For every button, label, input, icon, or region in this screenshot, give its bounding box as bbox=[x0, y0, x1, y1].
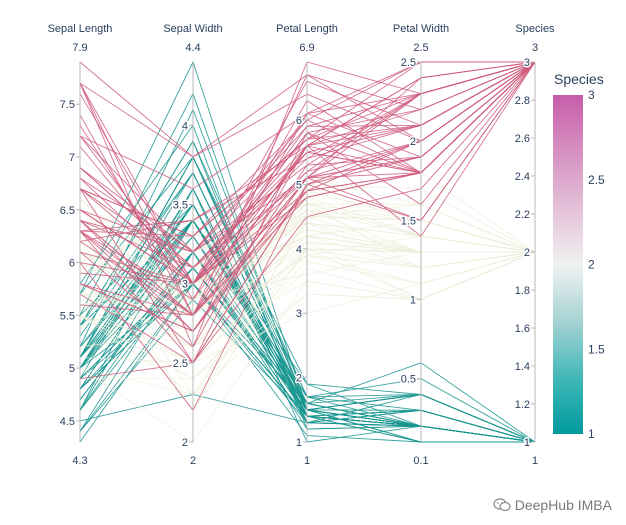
axis-tick-label: 6 bbox=[69, 258, 75, 270]
axis-max-label-sepal-width: 4.4 bbox=[185, 42, 200, 54]
axis-tick-label: 3.5 bbox=[173, 200, 188, 212]
axis-tick-label: 2 bbox=[410, 136, 416, 148]
axis-tick-label: 5 bbox=[296, 179, 302, 191]
axis-tick-label: 1 bbox=[410, 295, 416, 307]
axis-tick-label: 1.5 bbox=[401, 215, 416, 227]
colorbar-tick-label: 1.5 bbox=[588, 342, 605, 356]
axis-tick-label: 4 bbox=[182, 120, 188, 132]
axis-tick-label: 1.8 bbox=[515, 285, 530, 297]
axis-tick-label: 3 bbox=[182, 279, 188, 291]
axis-title-petal-length: Petal Length bbox=[276, 23, 338, 35]
axis-max-label-sepal-length: 7.9 bbox=[72, 42, 87, 54]
axis-tick-label: 2.5 bbox=[173, 358, 188, 370]
axis-tick-label: 5.5 bbox=[60, 310, 75, 322]
axis-min-label-petal-length: 1 bbox=[304, 455, 310, 467]
colorbar-tick-label: 2 bbox=[588, 258, 595, 272]
axis-max-label-petal-length: 6.9 bbox=[299, 42, 314, 54]
axis-tick-label: 1.6 bbox=[515, 323, 530, 335]
axis-tick-label: 4 bbox=[296, 244, 302, 256]
axis-tick-label: 2 bbox=[182, 437, 188, 449]
axis-tick-label: 2.4 bbox=[515, 171, 530, 183]
axis-tick-label: 2.5 bbox=[401, 57, 416, 69]
axis-tick-label: 5 bbox=[69, 363, 75, 375]
axis-tick-label: 2.2 bbox=[515, 209, 530, 221]
axis-min-label-sepal-length: 4.3 bbox=[72, 455, 87, 467]
axis-tick-label: 1 bbox=[524, 437, 530, 449]
axis-title-petal-width: Petal Width bbox=[393, 23, 449, 35]
axis-title-sepal-width: Sepal Width bbox=[163, 23, 222, 35]
colorbar-tick-label: 3 bbox=[588, 88, 595, 102]
axis-tick-label: 7.5 bbox=[60, 99, 75, 111]
axis-tick-label: 6.5 bbox=[60, 205, 75, 217]
axis-tick-label: 7 bbox=[69, 152, 75, 164]
axis-tick-label: 2 bbox=[524, 247, 530, 259]
colorbar-gradient bbox=[553, 95, 583, 434]
watermark: DeepHub IMBA bbox=[493, 497, 612, 513]
axis-max-label-species: 3 bbox=[532, 42, 538, 54]
wechat-icon bbox=[493, 498, 511, 512]
axis-min-label-petal-width: 0.1 bbox=[413, 455, 428, 467]
axis-max-label-petal-width: 2.5 bbox=[413, 42, 428, 54]
colorbar-tick-label: 1 bbox=[588, 427, 595, 441]
axis-title-species: Species bbox=[515, 23, 555, 35]
axis-title-sepal-length: Sepal Length bbox=[48, 23, 113, 35]
colorbar-tick-label: 2.5 bbox=[588, 173, 605, 187]
axes-layer: Sepal Length 7.9 4.3 4.5 5 5.5 6 6.5 7 7.5 Sepal W… bbox=[48, 23, 555, 467]
axis-min-label-species: 1 bbox=[532, 455, 538, 467]
watermark-text: DeepHub IMBA bbox=[514, 497, 612, 513]
axis-tick-label: 2.8 bbox=[515, 95, 530, 107]
axis-tick-label: 0.5 bbox=[401, 374, 416, 386]
axis-tick-label: 2 bbox=[296, 373, 302, 385]
colorbar-title: Species bbox=[554, 71, 604, 87]
axis-tick-label: 1.4 bbox=[515, 361, 530, 373]
axis-tick-label: 1.2 bbox=[515, 399, 530, 411]
axis-tick-label: 4.5 bbox=[60, 416, 75, 428]
axis-tick-label: 3 bbox=[296, 308, 302, 320]
colorbar: Species 1 1.5 2 2.5 3 bbox=[553, 71, 605, 441]
axis-tick-label: 1 bbox=[296, 437, 302, 449]
axis-min-label-sepal-width: 2 bbox=[190, 455, 196, 467]
axis-tick-label: 6 bbox=[296, 115, 302, 127]
axis-tick-label: 3 bbox=[524, 57, 530, 69]
axis-tick-label: 2.6 bbox=[515, 133, 530, 145]
